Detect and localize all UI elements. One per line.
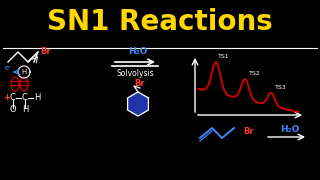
Text: H₂O: H₂O: [280, 125, 300, 134]
Text: +: +: [3, 93, 10, 102]
Text: H: H: [21, 69, 27, 75]
Polygon shape: [128, 92, 148, 116]
Text: C: C: [10, 93, 16, 102]
Text: H₂O: H₂O: [128, 48, 148, 57]
Text: Br: Br: [135, 80, 145, 89]
Text: TS3: TS3: [275, 85, 287, 90]
Text: H: H: [22, 105, 28, 114]
Text: TS1: TS1: [218, 54, 230, 59]
Text: C: C: [22, 93, 28, 102]
Text: Br: Br: [243, 127, 254, 136]
Text: Solvolysis: Solvolysis: [116, 69, 154, 78]
Text: SN1 Reactions: SN1 Reactions: [47, 8, 273, 36]
Text: e⁻: e⁻: [5, 65, 13, 71]
Text: H: H: [34, 93, 40, 102]
Text: Br: Br: [40, 46, 51, 55]
Text: O: O: [10, 105, 17, 114]
Text: TS2: TS2: [249, 71, 261, 76]
